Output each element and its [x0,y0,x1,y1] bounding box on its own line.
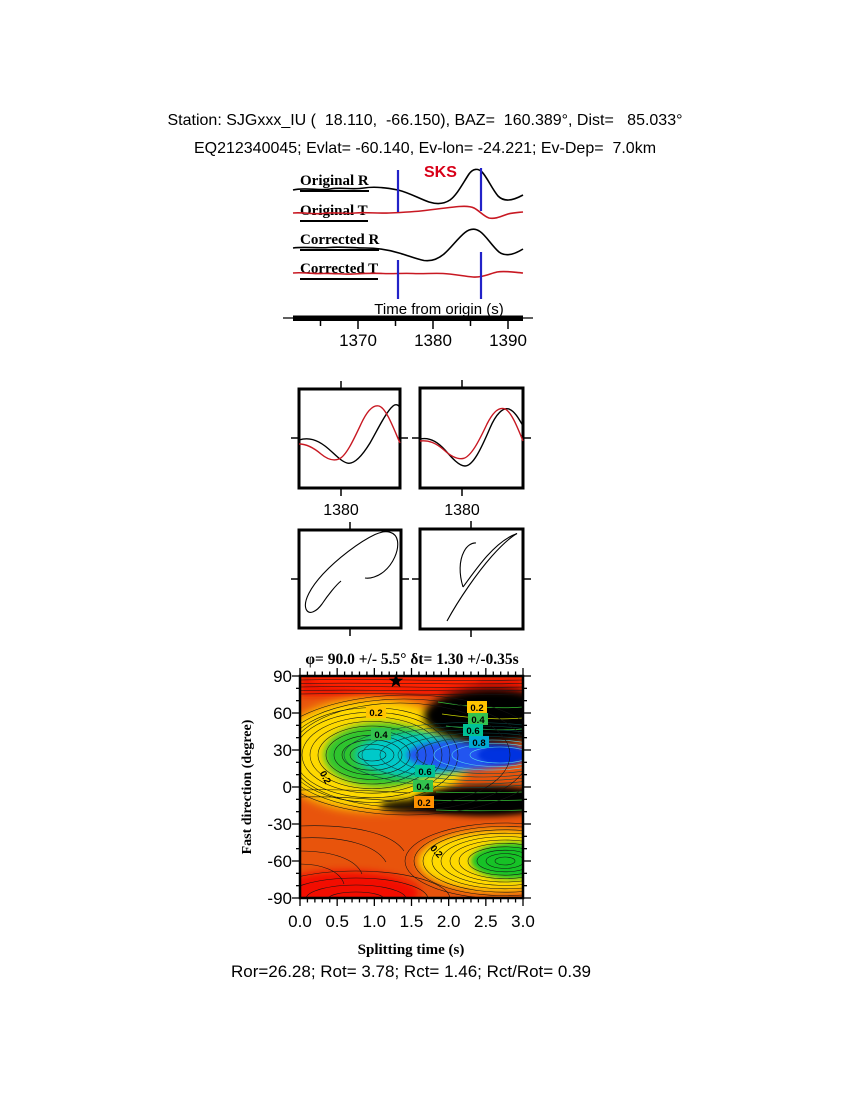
station-info-line: Station: SJGxxx_IU ( 18.110, -66.150), B… [167,112,683,129]
corrected-t-label: Corrected T [300,262,379,280]
svg-text:-30: -30 [267,815,292,834]
fast-wave-corrected [419,407,524,467]
svg-text:1.0: 1.0 [363,912,387,931]
panel-right-tick-label: 1380 [444,502,480,519]
svg-text:0.6: 0.6 [418,767,431,778]
corrected-t-trace [292,270,524,278]
waveform-compare-panels: 1380 1380 [291,380,531,519]
slow-wave-original [298,405,401,461]
error-surface-ticks [292,668,531,906]
svg-text:-60: -60 [267,852,292,871]
svg-text:0.8: 0.8 [472,738,485,749]
svg-text:0.4: 0.4 [471,715,485,726]
svg-text:60: 60 [273,704,292,723]
svg-text:0.4: 0.4 [416,782,430,793]
svg-text:1.5: 1.5 [400,912,424,931]
time-tick-1370: 1370 [339,331,377,350]
error-surface-field: 0.20.40.20.40.60.80.60.40.20.20.2 [300,676,523,898]
error-surface-xlabel: Splitting time (s) [358,942,465,958]
time-tick-1380: 1380 [414,331,452,350]
slow-wave-corrected [419,407,524,460]
time-axis: Time from origin (s) 1370 1380 1390 [283,301,533,350]
corrected-r-trace [292,228,524,262]
original-t-label: Original T [300,204,368,222]
contour-rings-lower [404,822,523,898]
best-fit-star-marker [388,673,404,688]
svg-text:2.5: 2.5 [474,912,498,931]
svg-text:0.2: 0.2 [317,769,333,786]
svg-text:0.6: 0.6 [466,726,479,737]
phase-label-sks: SKS [424,164,457,181]
error-surface-ylabel: Fast direction (degree) [240,719,255,854]
contour-level-labels: 0.20.40.20.40.60.80.60.40.20.20.2 [317,701,489,860]
svg-text:0.0: 0.0 [288,912,312,931]
time-axis-title: Time from origin (s) [374,301,503,318]
original-r-label: Original R [300,174,369,192]
original-t-trace [292,205,524,220]
contour-arcs [300,679,523,898]
quality-stats-line: Ror=26.28; Rot= 3.78; Rct= 1.46; Rct/Rot… [230,962,592,981]
original-r-trace [292,168,524,205]
error-surface-x-tick-labels: 0.0 0.5 1.0 1.5 2.0 2.5 3.0 [288,912,535,931]
event-info-line: EQ212340045; Evlat= -60.140, Ev-lon= -24… [193,140,657,157]
svg-text:90: 90 [273,667,292,686]
svg-text:0.2: 0.2 [369,708,382,719]
error-surface-y-tick-labels: 90 60 30 0 -30 -60 -90 [267,667,292,908]
svg-text:3.0: 3.0 [511,912,535,931]
panel-left-tick-label: 1380 [323,502,359,519]
fast-wave-original [298,404,401,464]
particle-motion-original [304,531,399,613]
svg-text:0.2: 0.2 [470,703,483,714]
svg-text:2.0: 2.0 [437,912,461,931]
svg-text:0: 0 [283,778,292,797]
svg-text:30: 30 [273,741,292,760]
svg-text:0.5: 0.5 [325,912,349,931]
seismogram-traces [292,168,524,299]
svg-text:-90: -90 [267,889,292,908]
particle-motion-corrected [446,532,518,622]
svg-text:0.4: 0.4 [374,730,388,741]
time-tick-1390: 1390 [489,331,527,350]
svg-text:0.2: 0.2 [417,798,430,809]
particle-motion-panels [291,521,531,637]
error-surface-title: φ= 90.0 +/- 5.5° δt= 1.30 +/-0.35s [305,651,518,668]
corrected-r-label: Corrected R [300,233,380,251]
analysis-window-lines [396,168,483,299]
